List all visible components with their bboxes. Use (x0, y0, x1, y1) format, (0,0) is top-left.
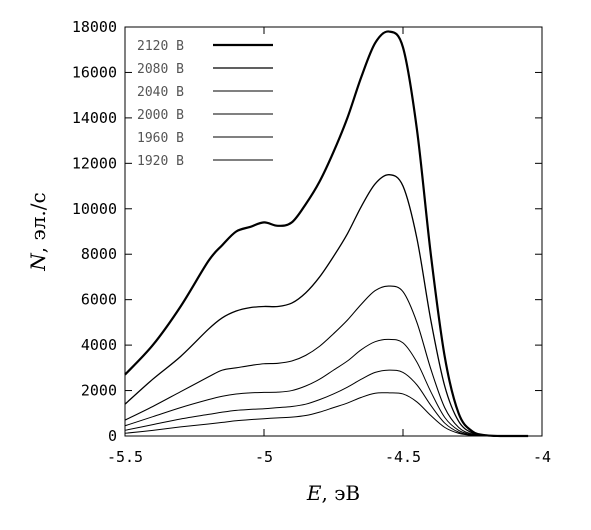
legend-label: 1960 В (137, 131, 184, 146)
legend: 2120 В 2080 В 2040 В 2000 В 1960 В 1920 В (137, 39, 273, 169)
y-tick-label: 10000 (72, 200, 117, 218)
x-tick-label: -5.5 (107, 448, 143, 466)
plot-frame (124, 26, 543, 437)
legend-label: 2040 В (137, 85, 184, 100)
legend-label: 2000 В (137, 108, 184, 123)
legend-label: 1920 В (137, 154, 184, 169)
y-axis: 0 2000 4000 6000 8000 10000 12000 14000 16000 180… (72, 18, 542, 445)
y-tick-label: 4000 (81, 336, 117, 354)
legend-label: 2120 В (137, 39, 184, 54)
y-tick-label: 18000 (72, 18, 117, 36)
x-axis-title: E, эВ (306, 481, 360, 505)
y-tick-label: 2000 (81, 382, 117, 400)
x-axis: -5.5 -5 -4.5 -4 (107, 27, 551, 466)
x-tick-label: -5 (255, 448, 273, 466)
series-line-0 (124, 30, 529, 438)
series-line-5 (124, 392, 529, 437)
y-axis-title: N, эл./с (26, 192, 50, 271)
y-axis-symbol: N (26, 252, 50, 272)
y-tick-label: 6000 (81, 291, 117, 309)
y-tick-label: 12000 (72, 154, 117, 172)
series-line-3 (124, 338, 529, 437)
y-tick-label: 14000 (72, 109, 117, 127)
x-axis-symbol: E (306, 481, 322, 505)
series-line-2 (124, 285, 529, 437)
series-lines (124, 30, 529, 438)
series-line-1 (124, 174, 529, 437)
legend-label: 2080 В (137, 62, 184, 77)
x-tick-label: -4 (533, 448, 551, 466)
x-tick-label: -4.5 (385, 448, 421, 466)
x-axis-unit: , эВ (321, 481, 360, 505)
y-tick-label: 0 (108, 427, 117, 445)
y-tick-label: 8000 (81, 245, 117, 263)
y-tick-label: 16000 (72, 63, 117, 81)
y-axis-unit: , эл./с (26, 192, 50, 253)
